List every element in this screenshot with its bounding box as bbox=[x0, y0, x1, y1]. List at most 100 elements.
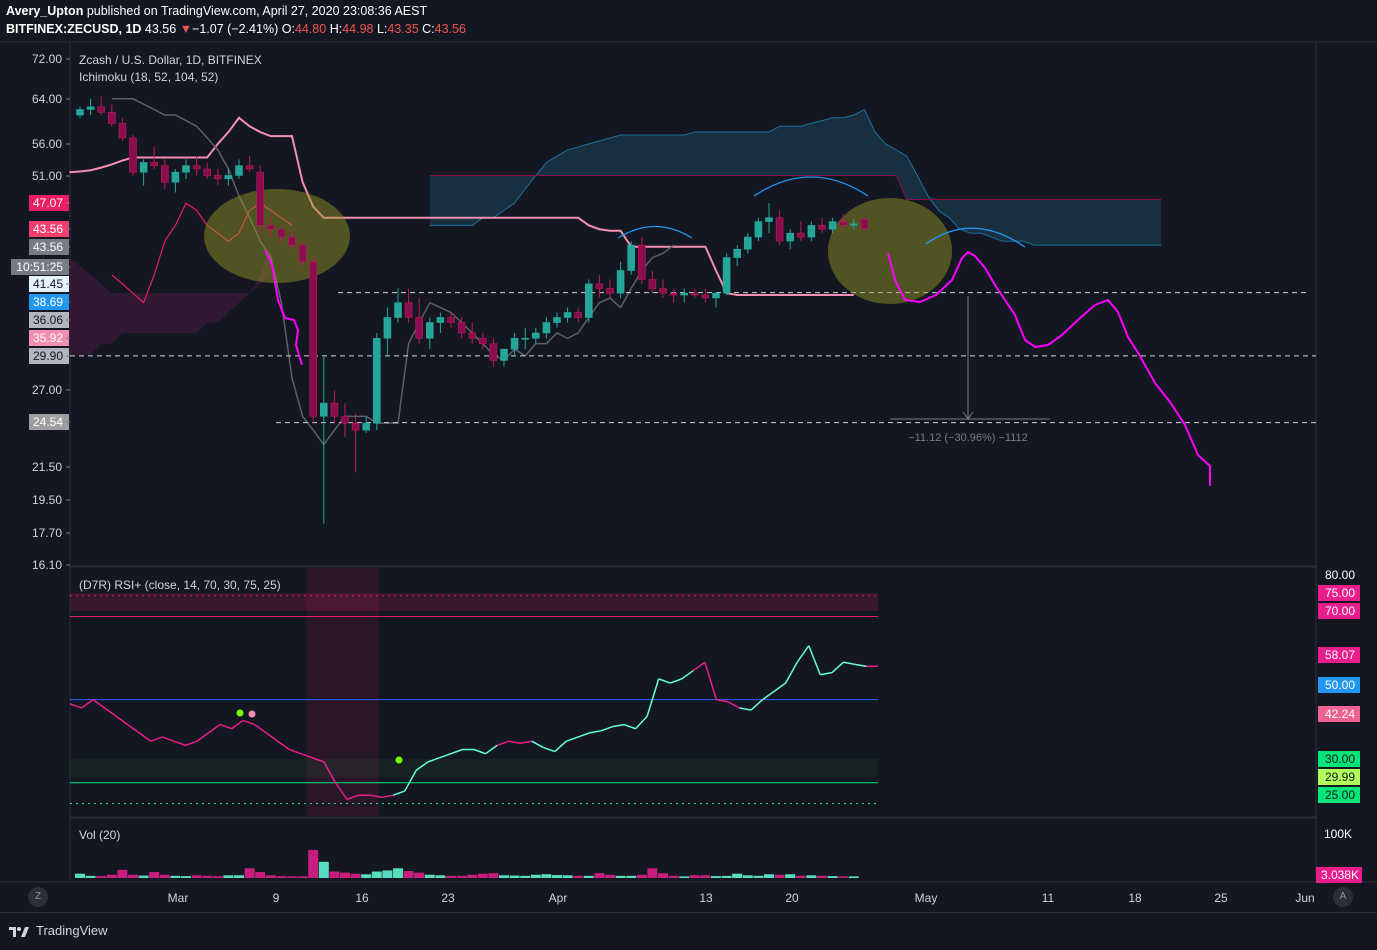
price-tick-label: 24.54 bbox=[33, 415, 63, 429]
volume-bar bbox=[690, 875, 700, 878]
volume-bar bbox=[308, 850, 318, 878]
rsi-signal-dot bbox=[237, 710, 244, 717]
symbol-legend[interactable]: Zcash / U.S. Dollar, 1D, BITFINEX bbox=[79, 53, 262, 67]
candle-body bbox=[246, 166, 253, 169]
candle-body bbox=[352, 423, 359, 430]
rsi-oversold-band bbox=[70, 759, 878, 777]
candle-body bbox=[193, 166, 200, 169]
volume-legend[interactable]: Vol (20) bbox=[79, 828, 120, 842]
volume-bar bbox=[785, 874, 795, 878]
rsi-legend[interactable]: (D7R) RSI+ (close, 14, 70, 30, 75, 25) bbox=[79, 578, 281, 592]
price-tick-label: 10:51:25 bbox=[16, 260, 63, 274]
volume-bar bbox=[616, 876, 626, 878]
volume-bar bbox=[276, 876, 286, 878]
candle-body bbox=[236, 166, 243, 176]
volume-bar bbox=[361, 874, 371, 878]
candle-body bbox=[172, 172, 179, 182]
candle-body bbox=[617, 270, 624, 293]
price-tick-label: 27.00 bbox=[32, 383, 62, 397]
candle-body bbox=[840, 222, 847, 226]
volume-bar bbox=[669, 876, 679, 878]
volume-bar bbox=[372, 872, 382, 878]
volume-bar bbox=[266, 875, 276, 878]
volume-bar bbox=[626, 876, 636, 878]
candle-body bbox=[458, 323, 465, 333]
price-tick-label: 41.45 bbox=[33, 277, 63, 291]
volume-bar bbox=[298, 876, 308, 878]
volume-bar bbox=[414, 873, 424, 878]
chart-canvas[interactable]: −11.12 (−30.96%) −1112 72.0064.0056.0051… bbox=[0, 0, 1377, 912]
volume-bar bbox=[531, 875, 541, 878]
measure-label: −11.12 (−30.96%) −1112 bbox=[908, 432, 1028, 444]
timezone-button[interactable]: Z bbox=[28, 887, 48, 907]
price-axis[interactable]: 72.0064.0056.0051.0047.0743.5643.5610:51… bbox=[11, 52, 70, 572]
volume-bar bbox=[753, 876, 763, 878]
volume-bar bbox=[828, 876, 838, 878]
candle-body bbox=[363, 423, 370, 430]
auto-scale-button[interactable]: A bbox=[1333, 887, 1353, 907]
candle-body bbox=[670, 293, 677, 295]
volume-bar bbox=[467, 875, 477, 878]
volume-bar bbox=[775, 875, 785, 878]
candle-body bbox=[373, 338, 380, 423]
candle-body bbox=[384, 317, 391, 338]
ichimoku-legend[interactable]: Ichimoku (18, 52, 104, 52) bbox=[79, 70, 218, 84]
volume-bar bbox=[743, 875, 753, 878]
volume-bar bbox=[658, 873, 668, 878]
candle-body bbox=[607, 289, 614, 294]
volume-bar bbox=[563, 875, 573, 878]
price-tick-label: 47.07 bbox=[33, 196, 63, 210]
candle-body bbox=[416, 317, 423, 338]
candle-body bbox=[77, 110, 84, 115]
candle-body bbox=[734, 249, 741, 257]
volume-bar bbox=[149, 872, 159, 878]
price-tick-label: 36.06 bbox=[33, 313, 63, 327]
time-tick-label: 23 bbox=[441, 891, 455, 905]
candle-body bbox=[469, 333, 476, 338]
candle-body bbox=[183, 166, 190, 172]
candle-body bbox=[161, 166, 168, 182]
candle-body bbox=[331, 403, 338, 416]
price-tick-label: 43.56 bbox=[33, 222, 63, 236]
price-tick-label: 56.00 bbox=[32, 137, 62, 151]
volume-bar bbox=[478, 874, 488, 878]
candle-body bbox=[479, 338, 486, 343]
candle-body bbox=[554, 317, 561, 322]
price-tick-label: 19.50 bbox=[32, 493, 62, 507]
volume-tick-label: 100K bbox=[1324, 827, 1352, 841]
price-tick-label: 72.00 bbox=[32, 52, 62, 66]
candle-body bbox=[405, 303, 412, 318]
candle-body bbox=[649, 279, 656, 288]
volume-bar bbox=[393, 868, 403, 878]
candle-body bbox=[787, 233, 794, 241]
volume-bar bbox=[796, 876, 806, 878]
candle-body bbox=[585, 284, 592, 318]
volume-bar bbox=[605, 875, 615, 878]
footer-bar: TradingView bbox=[0, 912, 1377, 950]
rsi-axis[interactable]: 80.0075.0070.0058.0750.0042.2430.0029.99… bbox=[1318, 568, 1360, 803]
price-pane[interactable] bbox=[70, 42, 1316, 566]
candle-body bbox=[723, 258, 730, 294]
candle-body bbox=[596, 284, 603, 289]
candle-body bbox=[660, 289, 667, 294]
candle-body bbox=[342, 416, 349, 423]
time-tick-label: Jun bbox=[1295, 891, 1314, 905]
tradingview-logo[interactable]: TradingView bbox=[8, 923, 108, 938]
volume-bar bbox=[457, 876, 467, 878]
volume-bar bbox=[817, 876, 827, 878]
volume-bar bbox=[96, 876, 106, 878]
candle-body bbox=[543, 323, 550, 333]
price-tick-label: 21.50 bbox=[32, 460, 62, 474]
time-tick-label: May bbox=[915, 891, 938, 905]
volume-bar bbox=[838, 876, 848, 878]
candle-body bbox=[628, 245, 635, 270]
rsi-tick-label: 70.00 bbox=[1325, 604, 1355, 618]
volume-bar bbox=[541, 874, 551, 878]
volume-bar bbox=[319, 862, 329, 878]
volume-bar bbox=[234, 875, 244, 878]
volume-bar bbox=[584, 876, 594, 878]
candle-body bbox=[819, 225, 826, 229]
time-tick-label: 11 bbox=[1042, 891, 1055, 905]
